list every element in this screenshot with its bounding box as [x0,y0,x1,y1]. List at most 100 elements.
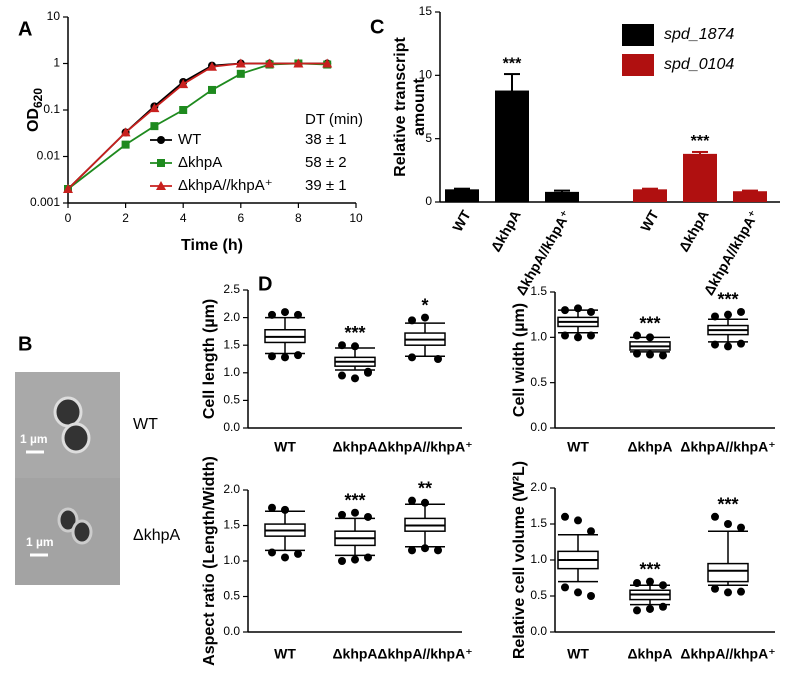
legend-label: ΔkhpA//khpA⁺ [178,177,273,194]
x-tick-label: 0 [65,211,72,225]
outlier [281,505,289,514]
marker [208,85,216,94]
x-tick-label: ΔkhpA [627,646,672,662]
y-tick-label: 0.0 [530,420,547,434]
x-tick-label: WT [274,439,296,455]
outlier [281,353,289,362]
legend-swatch [622,54,654,76]
outlier [587,307,595,316]
series-annotation: 58 ± 2 [305,154,347,171]
outlier [294,351,302,360]
outlier [281,553,289,562]
outlier [724,342,732,351]
outlier [659,351,667,360]
micrograph-panel: 1 µm 1 µm WT ΔkhpA B [15,333,180,585]
significance: *** [344,323,365,343]
outlier [338,557,346,565]
x-tick-label: WT [637,207,662,234]
outlier [351,342,359,351]
y-tick-label: 1.0 [223,365,240,379]
y-tick-label: 0.0 [223,420,240,434]
y-tick-label: 1.0 [530,552,547,566]
significance: *** [503,55,522,72]
x-tick-label: WT [274,646,296,662]
row-label: WT [133,416,158,433]
outlier [338,510,346,519]
outlier [421,313,429,322]
significance: *** [717,290,738,310]
y-tick-label: 2.5 [223,282,240,296]
x-tick-label: WT [449,207,474,234]
outlier [574,588,582,597]
bar [445,189,479,202]
x-tick-label: ΔkhpA//khpA⁺ [700,207,761,297]
outlier [268,310,276,319]
outlier [351,555,359,564]
outlier [587,527,595,536]
outlier [561,583,569,592]
y-axis-label: Cell width (µm) [511,303,528,417]
outlier [587,592,595,600]
cell [61,422,91,454]
x-tick-label: ΔkhpA//khpA⁺ [680,646,775,662]
outlier [587,331,595,340]
y-tick-label: 0.5 [530,588,547,602]
y-tick-label: 0.01 [37,149,61,163]
y-tick-label: 1.0 [223,553,240,567]
bar [683,153,717,202]
x-tick-label: WT [567,646,589,662]
outlier [351,508,359,517]
y-tick-label: 0.001 [30,195,60,209]
outlier [737,339,745,348]
series-annotation: 39 ± 1 [305,177,347,194]
outlier [646,333,654,342]
outlier [633,331,641,340]
bar [545,191,579,202]
marker [120,127,131,137]
y-axis-label: Aspect ratio (Length/Width) [201,456,218,666]
significance: *** [344,490,365,510]
x-tick-label: ΔkhpA//khpA⁺ [377,439,472,455]
outlier [561,512,569,521]
y-tick-label: 5 [425,131,432,145]
outlier [294,549,302,558]
outlier [421,544,429,553]
legend-marker [157,159,165,167]
outlier [561,306,569,315]
y-tick-label: 2.0 [530,480,547,494]
marker [235,58,246,68]
x-tick-label: ΔkhpA//khpA⁺ [377,646,472,662]
bar [495,90,529,202]
marker [264,58,275,68]
legend-label: WT [178,131,201,148]
marker [236,69,245,78]
outlier [574,333,582,342]
row-label: ΔkhpA [133,527,180,544]
outlier [659,602,667,611]
outlier [268,548,276,557]
outlier [408,316,416,325]
y-tick-label: 0 [425,194,432,208]
outlier [633,579,641,588]
y-tick-label: 10 [47,9,61,23]
outlier [434,546,442,555]
significance: * [421,295,428,315]
x-tick-label: 10 [349,211,363,225]
outlier [737,307,745,316]
x-tick-label: 8 [295,211,302,225]
outlier [711,584,719,593]
outlier [364,553,372,562]
outlier [408,496,416,505]
bar [733,191,767,202]
outlier [281,308,289,317]
marker [63,184,73,194]
outlier [659,581,667,590]
y-tick-label: 2.0 [223,310,240,324]
marker [178,79,189,89]
outlier [633,606,641,615]
significance: ** [418,478,432,498]
y-tick-label: 1 [53,56,60,70]
outlier [574,516,582,525]
marker [207,61,217,71]
y-tick-label: 0.1 [43,102,60,116]
